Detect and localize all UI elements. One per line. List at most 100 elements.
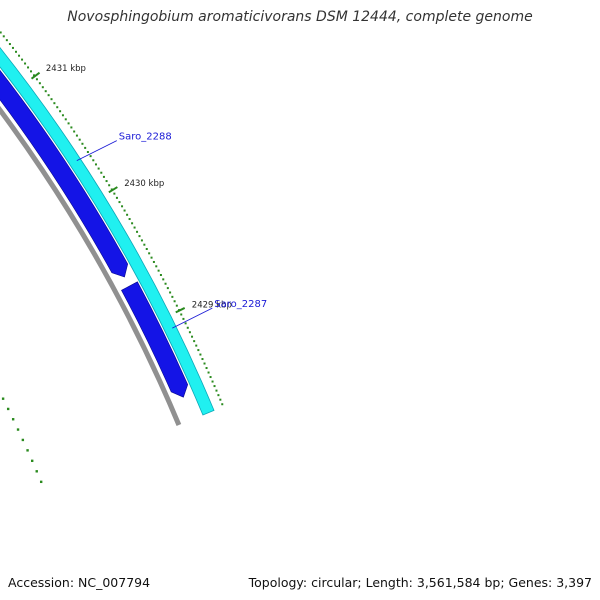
ruler-dot [211, 380, 214, 383]
ruler-dot [175, 304, 178, 307]
ruler-dot [215, 389, 218, 392]
ruler-dot [47, 94, 50, 97]
ruler-dot [191, 335, 194, 338]
ruler-dot [207, 371, 210, 374]
ruler-dot [89, 155, 92, 158]
ruler-dot [209, 376, 212, 379]
ruler-dot [221, 403, 224, 406]
gene-label: Saro_2287 [214, 299, 267, 310]
ruler-dot [193, 340, 196, 343]
ring-dot [30, 459, 34, 463]
ruler-dot [148, 252, 151, 255]
ruler-dot [195, 344, 198, 347]
ruler-dot [56, 106, 59, 109]
ruler-dot [219, 398, 222, 401]
ring-dot [21, 438, 25, 442]
ruler-dot [166, 287, 169, 290]
ring-dot [26, 449, 29, 452]
ruler-dot [201, 358, 204, 361]
ruler-dot [171, 295, 174, 298]
ruler-dot [126, 213, 129, 216]
ruler-dot [217, 394, 220, 397]
ruler-dot [64, 118, 67, 121]
kbp-ruler [0, 31, 224, 406]
ruler-dot [205, 367, 208, 370]
ruler-dot [38, 82, 41, 85]
reverse-strand-band [0, 47, 215, 416]
ring-dot [6, 407, 10, 411]
genome-summary-text: Topology: circular; Length: 3,561,584 bp… [248, 575, 592, 590]
ruler-dot [75, 134, 78, 137]
ruler-dot [138, 235, 141, 238]
ring-dot [11, 418, 15, 421]
ruler-dot [157, 269, 160, 272]
gene-label: Saro_2288 [119, 132, 172, 143]
ruler-dot [30, 70, 33, 73]
ruler-dot [84, 146, 87, 149]
ruler-dot [27, 66, 30, 69]
ruler-dot [199, 353, 202, 356]
kbp-tick-labels: 2436 kbp2435 kbp2434 kbp2433 kbp2432 kbp… [30, 64, 232, 314]
ruler-dot [169, 291, 172, 294]
ruler-dot [100, 171, 103, 174]
ruler-dot [188, 331, 191, 334]
kbp-label: 2431 kbp [46, 64, 86, 74]
ruler-tick [175, 307, 186, 314]
ruler-dot [86, 151, 89, 154]
accession-text: Accession: NC_007794 [8, 575, 151, 590]
ruler-tick [30, 71, 41, 80]
ruler-dot [115, 196, 118, 199]
ruler-dot [94, 163, 97, 166]
gene-labels: Saro_2293Saro_2292Saro_2291Saro_2290Saro… [76, 132, 267, 329]
gene-arrow [121, 281, 189, 398]
ruler-dot [182, 317, 185, 320]
ruler-dot [197, 349, 200, 352]
ruler-tick [108, 186, 118, 194]
ruler-dot [152, 260, 155, 263]
ruler-dot [24, 62, 27, 65]
ruler-dot [0, 31, 2, 34]
ruler-dot [186, 326, 189, 329]
reverse-strand-track [0, 47, 215, 416]
ruler-dot [70, 126, 73, 129]
ruler-dot [143, 243, 146, 246]
kbp-label: 2430 kbp [124, 179, 164, 189]
ruler-dot [78, 138, 81, 141]
ruler-dot [92, 159, 95, 162]
ruler-dot [159, 273, 162, 276]
ruler-dot [131, 222, 134, 225]
ruler-dot [173, 300, 176, 303]
ruler-dot [180, 313, 183, 316]
outer-tick-ring [1, 397, 43, 484]
ruler-dot [128, 218, 131, 221]
ruler-dot [35, 78, 38, 81]
ruler-dot [59, 110, 62, 113]
ruler-dot [213, 385, 216, 388]
ring-dot [16, 428, 20, 431]
ruler-dot [105, 180, 108, 183]
ruler-dot [97, 167, 100, 170]
ruler-dot [102, 175, 105, 178]
ruler-dot [11, 46, 14, 49]
backbone [0, 106, 182, 426]
ruler-dot [2, 35, 5, 38]
ruler-dot [21, 58, 24, 61]
ruler-dot [32, 74, 35, 77]
ruler-dot [150, 256, 153, 259]
ruler-dot [81, 142, 84, 145]
ruler-dot [203, 362, 206, 365]
ruler-dot [44, 90, 47, 93]
ruler-dot [53, 102, 56, 105]
ruler-dot [184, 322, 187, 325]
ruler-dot [108, 184, 111, 187]
backbone-line [0, 106, 182, 426]
ruler-dot [121, 205, 124, 208]
ruler-dot [140, 239, 143, 242]
genome-title: Novosphingobium aromaticivorans DSM 1244… [67, 9, 533, 25]
ring-dot [35, 470, 38, 473]
ruler-dot [113, 192, 116, 195]
ruler-dot [15, 50, 18, 53]
ruler-dot [73, 130, 76, 133]
ring-dot [1, 397, 5, 400]
